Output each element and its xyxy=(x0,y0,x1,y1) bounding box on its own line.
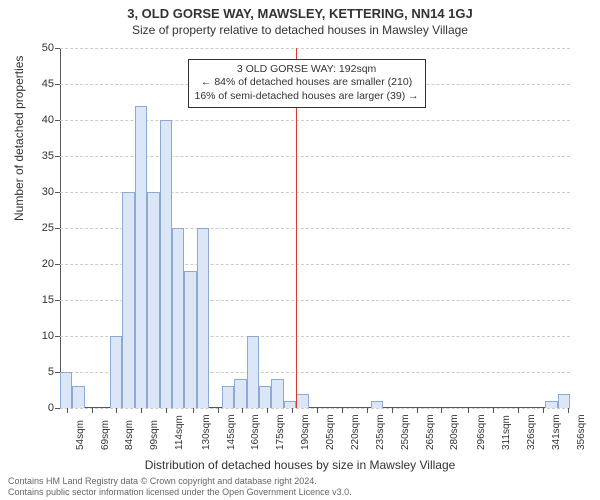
y-tick-label: 15 xyxy=(42,294,60,306)
x-tick xyxy=(518,408,519,413)
histogram-bar xyxy=(160,120,172,408)
x-tick xyxy=(543,408,544,413)
histogram-bar xyxy=(271,379,283,408)
x-tick-label: 160sqm xyxy=(246,414,261,450)
histogram-bar xyxy=(147,192,159,408)
histogram-bar xyxy=(135,106,147,408)
x-tick xyxy=(67,408,68,413)
y-tick-label: 50 xyxy=(42,42,60,54)
histogram-bar xyxy=(110,336,122,408)
histogram-bar xyxy=(234,379,246,408)
x-tick-label: 114sqm xyxy=(170,415,185,450)
x-tick-label: 205sqm xyxy=(321,414,336,450)
x-tick-label: 99sqm xyxy=(145,420,160,450)
y-tick-label: 10 xyxy=(42,330,60,342)
y-tick-label: 5 xyxy=(48,366,60,378)
x-tick-label: 311sqm xyxy=(497,415,512,450)
footnote: Contains HM Land Registry data © Crown c… xyxy=(8,476,352,498)
histogram-bar xyxy=(284,401,296,408)
x-tick-label: 84sqm xyxy=(120,420,135,450)
x-tick-label: 220sqm xyxy=(346,414,361,450)
x-tick-label: 341sqm xyxy=(547,414,562,450)
y-tick-label: 20 xyxy=(42,258,60,270)
x-tick-label: 326sqm xyxy=(522,414,537,450)
x-tick xyxy=(417,408,418,413)
histogram-bar xyxy=(558,394,570,408)
x-tick-label: 250sqm xyxy=(396,414,411,450)
y-tick-label: 45 xyxy=(42,78,60,90)
histogram-bar xyxy=(259,386,271,408)
footnote-line: Contains HM Land Registry data © Crown c… xyxy=(8,476,352,487)
histogram-bar xyxy=(197,228,209,408)
x-tick xyxy=(218,408,219,413)
x-tick-label: 235sqm xyxy=(371,414,386,450)
x-tick xyxy=(468,408,469,413)
histogram-bar xyxy=(545,401,557,408)
gridline xyxy=(60,48,570,50)
y-tick-label: 25 xyxy=(42,222,60,234)
annotation-line: 3 OLD GORSE WAY: 192sqm xyxy=(195,63,419,77)
x-tick xyxy=(116,408,117,413)
figure: 3, OLD GORSE WAY, MAWSLEY, KETTERING, NN… xyxy=(0,0,600,500)
histogram-bar xyxy=(371,401,383,408)
x-tick xyxy=(193,408,194,413)
x-tick xyxy=(242,408,243,413)
x-tick xyxy=(92,408,93,413)
histogram-bar xyxy=(247,336,259,408)
x-tick-label: 296sqm xyxy=(472,414,487,450)
footnote-line: Contains public sector information licen… xyxy=(8,487,352,498)
annotation-line: ← 84% of detached houses are smaller (21… xyxy=(195,76,419,90)
x-tick-label: 190sqm xyxy=(296,414,311,450)
histogram-chart: 0510152025303540455054sqm69sqm84sqm99sqm… xyxy=(60,48,570,408)
histogram-bar xyxy=(184,271,196,408)
x-tick-label: 175sqm xyxy=(271,414,286,450)
x-tick xyxy=(367,408,368,413)
x-tick-label: 145sqm xyxy=(222,414,237,450)
x-tick xyxy=(342,408,343,413)
x-tick-label: 54sqm xyxy=(71,420,86,450)
x-tick xyxy=(441,408,442,413)
y-tick-label: 0 xyxy=(48,402,60,414)
y-axis-label: Number of detached properties xyxy=(12,56,26,221)
x-tick xyxy=(493,408,494,413)
x-tick xyxy=(166,408,167,413)
histogram-bar xyxy=(72,386,84,408)
x-tick xyxy=(392,408,393,413)
annotation-line: 16% of semi-detached houses are larger (… xyxy=(195,90,419,104)
x-axis-label: Distribution of detached houses by size … xyxy=(0,458,600,472)
y-tick-label: 40 xyxy=(42,114,60,126)
y-tick-label: 30 xyxy=(42,186,60,198)
x-tick-label: 280sqm xyxy=(445,414,460,450)
histogram-bar xyxy=(122,192,134,408)
x-tick xyxy=(568,408,569,413)
x-tick xyxy=(292,408,293,413)
page-title: 3, OLD GORSE WAY, MAWSLEY, KETTERING, NN… xyxy=(0,0,600,21)
x-tick-label: 130sqm xyxy=(197,414,212,450)
annotation-box: 3 OLD GORSE WAY: 192sqm← 84% of detached… xyxy=(188,59,426,108)
x-tick xyxy=(141,408,142,413)
histogram-bar xyxy=(222,386,234,408)
x-tick xyxy=(317,408,318,413)
page-subtitle: Size of property relative to detached ho… xyxy=(0,23,600,37)
histogram-bar xyxy=(296,394,308,408)
x-tick-label: 356sqm xyxy=(572,414,587,450)
histogram-bar xyxy=(60,372,72,408)
x-tick-label: 265sqm xyxy=(421,414,436,450)
x-tick-label: 69sqm xyxy=(96,420,111,450)
x-tick xyxy=(267,408,268,413)
y-tick-label: 35 xyxy=(42,150,60,162)
histogram-bar xyxy=(172,228,184,408)
